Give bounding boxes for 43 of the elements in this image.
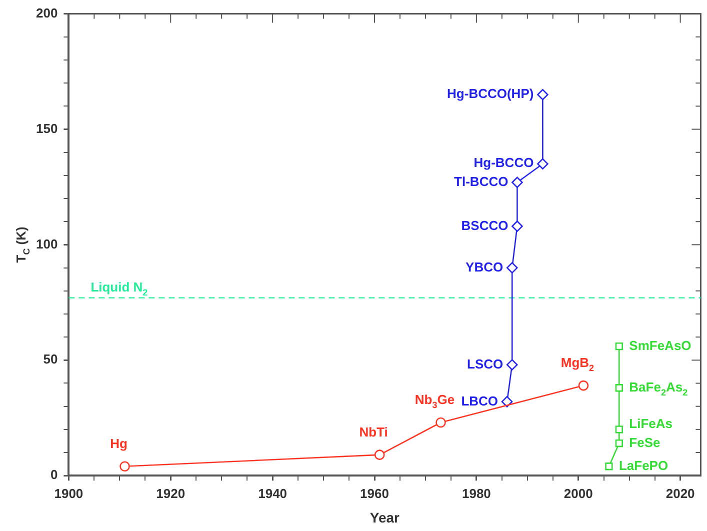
point: [537, 88, 548, 100]
y-tick-label: 200: [36, 5, 58, 20]
annotation: BSCCO: [461, 218, 508, 233]
y-tick-label: 100: [36, 236, 58, 252]
x-axis-title: Year: [370, 509, 400, 526]
point: [615, 384, 623, 392]
point: [501, 396, 513, 408]
annotation: LBCO: [461, 393, 498, 408]
annotation: Tl-BCCO: [454, 174, 508, 189]
y-tick-label: 50: [43, 352, 58, 367]
point: [578, 380, 589, 391]
point: [436, 417, 446, 428]
point: [374, 450, 385, 460]
annotation: LSCO: [467, 356, 504, 372]
annotation: LiFeAs: [629, 416, 672, 431]
annotation: Hg: [110, 436, 128, 451]
y-tick-label: 150: [36, 120, 58, 136]
point: [506, 262, 518, 274]
point: [615, 439, 623, 448]
x-tick-label: 1900: [54, 486, 84, 501]
annotation: NbTi: [359, 424, 388, 440]
x-tick-label: 2020: [666, 486, 695, 501]
point: [120, 461, 130, 472]
x-tick-label: 1980: [462, 486, 491, 501]
y-tick-label: 0: [50, 467, 58, 482]
point: [615, 426, 623, 434]
point: [605, 462, 613, 470]
x-tick-label: 2000: [564, 486, 593, 501]
annotation: FeSe: [629, 434, 660, 450]
annotation: LaFePO: [618, 458, 668, 473]
annotation: Hg-BCCO(HP): [447, 86, 534, 102]
x-tick-label: 1920: [156, 486, 186, 501]
point: [537, 158, 548, 170]
annotation: YBCO: [466, 259, 504, 274]
point: [506, 359, 518, 370]
annotation: SmFeAsO: [629, 338, 692, 353]
x-tick-label: 1940: [258, 486, 288, 501]
annotation: Hg-BCCO: [474, 154, 534, 170]
point: [512, 176, 523, 188]
x-tick-label: 1960: [360, 486, 389, 501]
y-axis-title: TC (K): [14, 226, 32, 263]
point: [615, 342, 623, 350]
point: [512, 220, 523, 232]
